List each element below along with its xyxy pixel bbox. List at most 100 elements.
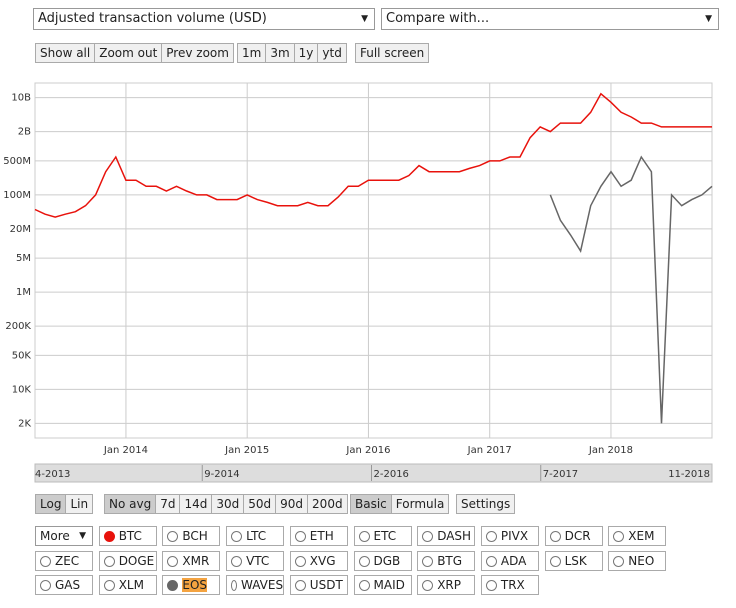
coin-checkbox[interactable]: ADA <box>480 551 539 571</box>
scale-button[interactable]: Lin <box>65 494 94 514</box>
coin-label: BTC <box>118 529 142 543</box>
coin-label: XRP <box>437 578 461 592</box>
metric-select[interactable]: Adjusted transaction volume (USD) ▼ <box>33 8 375 30</box>
y-tick-label: 50K <box>12 350 32 361</box>
y-tick-label: 2K <box>18 418 31 429</box>
series-line <box>549 155 713 424</box>
avg-button[interactable]: 90d <box>275 494 309 514</box>
coin-label: VTC <box>246 554 270 568</box>
coin-label: XEM <box>628 529 655 543</box>
checkbox-dot <box>103 579 115 591</box>
plot-area <box>34 82 713 439</box>
coin-checkbox[interactable]: PIVX <box>480 526 539 546</box>
checkbox-dot <box>613 530 625 542</box>
x-tick-label: Jan 2018 <box>588 445 633 456</box>
y-tick-label: 2B <box>18 127 31 138</box>
checkbox-dot <box>485 579 497 591</box>
coin-checkbox[interactable]: XMR <box>162 551 221 571</box>
zoom-button[interactable]: Prev zoom <box>161 43 234 63</box>
mode-button[interactable]: Basic <box>350 494 392 514</box>
x-tick-label: Jan 2016 <box>345 445 390 456</box>
avg-button[interactable]: 50d <box>243 494 277 514</box>
more-select[interactable]: More ▼ <box>35 526 93 546</box>
checkbox-dot <box>422 555 434 567</box>
checkbox-dot <box>358 530 370 542</box>
navigator-label: 2-2016 <box>374 469 409 480</box>
coin-checkbox[interactable]: ZEC <box>35 551 93 571</box>
scale-button[interactable]: Log <box>35 494 67 514</box>
coin-label: DCR <box>564 529 591 543</box>
coin-checkbox[interactable]: VTC <box>226 551 285 571</box>
coin-checkbox[interactable]: XEM <box>608 526 667 546</box>
more-select-text: More <box>40 529 70 543</box>
checkbox-dot <box>422 579 434 591</box>
checkbox-dot <box>485 530 497 542</box>
coin-checkbox[interactable]: DOGE <box>98 551 157 571</box>
checkbox-dot <box>40 555 51 567</box>
navigator-label: 9-2014 <box>204 469 239 480</box>
range-button[interactable]: 3m <box>265 43 295 63</box>
checkbox-dot <box>549 555 561 567</box>
fullscreen-button[interactable]: Full screen <box>355 43 430 63</box>
y-tick-label: 20M <box>10 224 31 235</box>
avg-button[interactable]: 14d <box>179 494 213 514</box>
coin-label: MAID <box>373 578 405 592</box>
coin-checkbox[interactable]: ETH <box>289 526 348 546</box>
checkbox-dot <box>294 555 306 567</box>
checkbox-dot <box>167 530 179 542</box>
settings-button[interactable]: Settings <box>456 494 516 514</box>
coin-checkbox[interactable]: USDT <box>289 575 348 595</box>
coin-checkbox[interactable]: EOS <box>162 575 221 595</box>
coin-checkbox[interactable]: XVG <box>289 551 348 571</box>
range-button[interactable]: ytd <box>317 43 347 63</box>
mode-button[interactable]: Formula <box>390 494 450 514</box>
checkbox-dot <box>103 530 115 542</box>
dropdown-arrow: ▼ <box>79 531 86 541</box>
coin-checkbox[interactable]: XLM <box>98 575 157 595</box>
fullscreen-button-group: Full screen <box>355 43 430 63</box>
y-tick-label: 10K <box>12 384 32 395</box>
coin-checkbox[interactable]: DCR <box>544 526 603 546</box>
avg-button[interactable]: No avg <box>104 494 157 514</box>
x-tick-label: Jan 2014 <box>103 445 148 456</box>
coin-label: ETH <box>309 529 334 543</box>
avg-button[interactable]: 7d <box>155 494 181 514</box>
coin-checkbox[interactable]: DGB <box>353 551 412 571</box>
coin-label: LSK <box>564 554 587 568</box>
coin-checkbox[interactable]: NEO <box>608 551 667 571</box>
range-button[interactable]: 1y <box>293 43 319 63</box>
x-tick-label: Jan 2015 <box>224 445 269 456</box>
checkbox-dot <box>231 579 238 591</box>
coin-checkbox[interactable]: GAS <box>35 575 93 595</box>
checkbox-dot <box>613 555 625 567</box>
coin-checkbox[interactable]: LSK <box>544 551 603 571</box>
mode-button-group: Basic Formula <box>350 494 450 514</box>
avg-button[interactable]: 30d <box>211 494 245 514</box>
checkbox-dot <box>231 555 243 567</box>
navigator-label: 11-2018 <box>668 469 710 480</box>
zoom-button[interactable]: Show all <box>35 43 96 63</box>
checkbox-dot <box>294 530 306 542</box>
checkbox-dot <box>358 579 370 591</box>
zoom-button[interactable]: Zoom out <box>94 43 163 63</box>
coin-checkbox[interactable]: TRX <box>480 575 539 595</box>
y-tick-label: 1M <box>16 287 31 298</box>
avg-button[interactable]: 200d <box>307 494 348 514</box>
compare-select[interactable]: Compare with... ▼ <box>381 8 719 30</box>
coin-checkbox[interactable]: XRP <box>417 575 476 595</box>
coin-checkbox[interactable]: BCH <box>162 526 221 546</box>
coin-label: XVG <box>309 554 336 568</box>
coin-checkbox[interactable]: LTC <box>226 526 285 546</box>
range-button[interactable]: 1m <box>237 43 267 63</box>
compare-select-text: Compare with... <box>386 11 490 26</box>
coin-checkbox[interactable]: WAVES <box>226 575 285 595</box>
coin-checkbox[interactable]: BTC <box>98 526 157 546</box>
y-tick-label: 200K <box>5 321 31 332</box>
coin-checkbox[interactable]: MAID <box>353 575 412 595</box>
coin-checkbox[interactable]: ETC <box>353 526 412 546</box>
navigator[interactable] <box>34 463 713 483</box>
coin-checkbox[interactable]: BTG <box>417 551 476 571</box>
coin-checkbox[interactable]: DASH <box>417 526 476 546</box>
